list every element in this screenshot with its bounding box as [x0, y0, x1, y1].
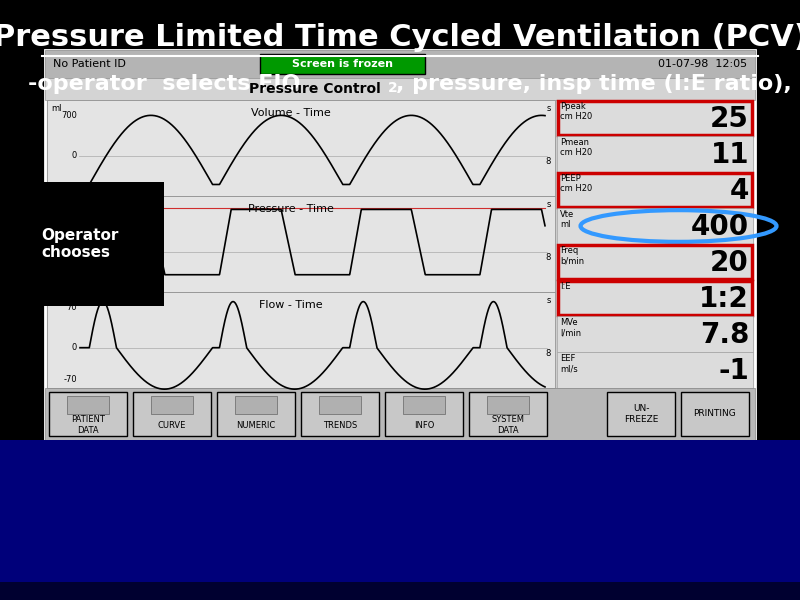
Text: 8: 8 [546, 253, 551, 262]
Text: Pressure Limited Time Cycled Ventilation (PCV): Pressure Limited Time Cycled Ventilation… [0, 23, 800, 52]
Text: Vte
ml: Vte ml [560, 210, 574, 229]
Text: I:E: I:E [560, 282, 570, 291]
Text: CURVE: CURVE [158, 421, 186, 430]
FancyBboxPatch shape [557, 316, 753, 352]
Text: No Patient ID: No Patient ID [53, 59, 126, 69]
Text: 0: 0 [72, 343, 77, 352]
FancyBboxPatch shape [151, 396, 193, 414]
FancyBboxPatch shape [557, 208, 753, 244]
Text: 0: 0 [72, 247, 77, 256]
FancyBboxPatch shape [0, 582, 800, 600]
Text: 0: 0 [72, 151, 77, 160]
Text: 8: 8 [546, 157, 551, 166]
Text: s: s [546, 200, 551, 209]
Text: 700: 700 [61, 112, 77, 121]
Text: 7.8: 7.8 [700, 321, 749, 349]
Text: 11: 11 [710, 141, 749, 169]
Text: 1:2: 1:2 [699, 285, 749, 313]
FancyBboxPatch shape [67, 396, 109, 414]
Text: Freq
b/min: Freq b/min [560, 246, 584, 265]
Text: 4: 4 [730, 177, 749, 205]
FancyBboxPatch shape [133, 392, 211, 436]
FancyBboxPatch shape [49, 392, 127, 436]
FancyBboxPatch shape [319, 396, 361, 414]
FancyBboxPatch shape [681, 392, 749, 436]
Text: s: s [546, 296, 551, 305]
Text: l/min: l/min [51, 296, 72, 305]
Text: TRENDS: TRENDS [323, 421, 357, 430]
Text: 01-07-98  12:05: 01-07-98 12:05 [658, 59, 747, 69]
Text: -operator  selects FIO: -operator selects FIO [28, 74, 301, 94]
Text: s: s [546, 104, 551, 113]
FancyBboxPatch shape [45, 388, 755, 440]
Text: , pressure, insp time (I:E ratio), rate, PEEP: , pressure, insp time (I:E ratio), rate,… [396, 74, 800, 94]
FancyBboxPatch shape [47, 100, 555, 196]
Text: -1: -1 [718, 357, 749, 385]
Text: INFO: INFO [414, 421, 434, 430]
Text: MVe
l/min: MVe l/min [560, 318, 581, 337]
FancyBboxPatch shape [607, 392, 675, 436]
FancyBboxPatch shape [0, 440, 800, 600]
Text: 25: 25 [710, 105, 749, 133]
Text: 40: 40 [66, 208, 77, 217]
Text: Pressure Control: Pressure Control [249, 82, 381, 96]
FancyBboxPatch shape [260, 54, 425, 74]
Text: SYSTEM
DATA: SYSTEM DATA [491, 415, 525, 435]
FancyBboxPatch shape [45, 78, 755, 100]
Text: 20: 20 [710, 249, 749, 277]
FancyBboxPatch shape [47, 196, 555, 292]
FancyBboxPatch shape [45, 50, 755, 440]
Text: cm H20: cm H20 [51, 200, 83, 209]
Text: Pressure - Time: Pressure - Time [248, 204, 334, 214]
FancyBboxPatch shape [235, 396, 277, 414]
Text: EEF
ml/s: EEF ml/s [560, 354, 578, 373]
Text: 70: 70 [66, 304, 77, 313]
FancyBboxPatch shape [557, 352, 753, 388]
Text: Flow - Time: Flow - Time [259, 300, 322, 310]
Text: Pmean
cm H20: Pmean cm H20 [560, 138, 592, 157]
FancyBboxPatch shape [487, 396, 529, 414]
FancyBboxPatch shape [217, 392, 295, 436]
FancyBboxPatch shape [557, 172, 753, 208]
Text: -70: -70 [63, 376, 77, 385]
Text: Ppeak
cm H20: Ppeak cm H20 [560, 102, 592, 121]
Text: UN-
FREEZE: UN- FREEZE [624, 404, 658, 424]
Text: 400: 400 [691, 213, 749, 241]
FancyBboxPatch shape [385, 392, 463, 436]
Text: Screen is frozen: Screen is frozen [293, 59, 394, 69]
Text: ml: ml [51, 104, 62, 113]
Text: PRINTING: PRINTING [694, 409, 736, 419]
FancyBboxPatch shape [301, 392, 379, 436]
Text: Operator
chooses: Operator chooses [41, 228, 118, 260]
FancyBboxPatch shape [469, 392, 547, 436]
FancyBboxPatch shape [557, 280, 753, 316]
FancyBboxPatch shape [557, 244, 753, 280]
FancyBboxPatch shape [557, 100, 753, 136]
Text: PEEP
cm H20: PEEP cm H20 [560, 174, 592, 193]
FancyBboxPatch shape [45, 50, 755, 78]
Text: PATIENT
DATA: PATIENT DATA [71, 415, 105, 435]
Text: Volume - Time: Volume - Time [251, 108, 330, 118]
FancyBboxPatch shape [403, 396, 445, 414]
Text: 2: 2 [388, 81, 398, 95]
Text: NUMERIC: NUMERIC [236, 421, 276, 430]
Text: 8: 8 [546, 349, 551, 358]
FancyBboxPatch shape [47, 292, 555, 388]
FancyBboxPatch shape [557, 136, 753, 172]
